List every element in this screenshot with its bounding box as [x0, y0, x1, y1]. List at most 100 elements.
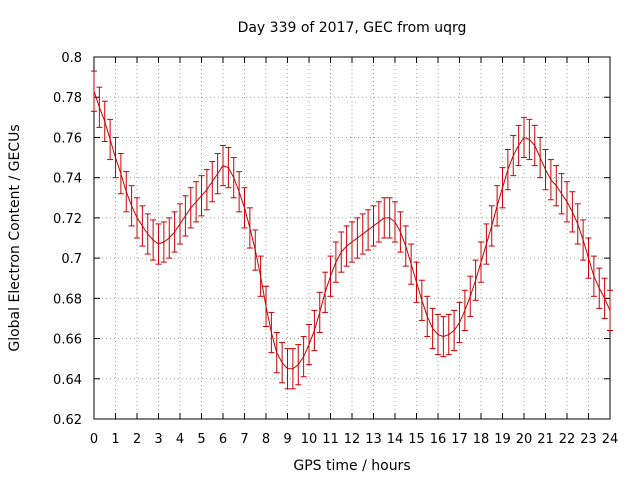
error-bar-point	[542, 149, 549, 191]
error-bar-point	[263, 285, 269, 327]
x-axis-label: GPS time / hours	[293, 458, 410, 474]
error-bar-point	[585, 237, 592, 279]
y-tick-label: 0.68	[53, 292, 82, 307]
x-tick-label: 17	[451, 432, 468, 447]
error-bar-point	[327, 255, 334, 297]
error-bar-point	[478, 241, 484, 283]
x-tick-label: 22	[559, 432, 576, 447]
error-bar-point	[193, 181, 200, 223]
error-bar-point	[311, 309, 318, 352]
error-bar-point	[289, 348, 296, 390]
error-bar-point	[268, 311, 275, 354]
error-bar-point	[187, 187, 194, 229]
error-bar-point	[537, 136, 544, 179]
x-tick-label: 10	[301, 432, 318, 447]
x-tick-label: 23	[580, 432, 597, 447]
error-bar-point	[214, 153, 221, 195]
error-bar-point	[440, 315, 447, 358]
error-bar-point	[607, 289, 613, 332]
error-bar-point	[488, 205, 495, 247]
x-tick-label: 11	[322, 432, 339, 447]
error-bar-point	[590, 255, 597, 297]
y-tick-label: 0.74	[53, 172, 82, 187]
error-bar-point	[284, 348, 291, 390]
x-tick-label: 2	[133, 432, 141, 447]
y-tick-label: 0.76	[53, 131, 82, 146]
x-tick-label: 18	[473, 432, 490, 447]
error-bar-point	[451, 309, 458, 352]
error-bar-point	[332, 241, 339, 283]
error-bar-point	[504, 149, 511, 191]
axis-ticks: 0 1 2 3 4 5 6 7 8 9 10 11 12 13 14 15 16 17 18 19 20 21 22 23 24…	[53, 51, 618, 447]
error-bar-point	[472, 259, 479, 301]
y-tick-label: 0.66	[53, 333, 82, 348]
gec-series	[91, 70, 613, 390]
error-bar-point	[461, 289, 468, 332]
error-bar-point	[596, 267, 603, 309]
error-bar-point	[359, 213, 366, 255]
y-tick-label: 0.62	[53, 413, 82, 428]
error-bar-point	[155, 223, 162, 265]
x-tick-label: 24	[602, 432, 619, 447]
x-tick-label: 13	[365, 432, 382, 447]
error-bar-point	[257, 255, 264, 297]
error-bar-point	[209, 161, 216, 203]
error-bar-point	[128, 185, 135, 227]
error-bar-point	[547, 159, 554, 201]
error-bar-point	[107, 118, 114, 161]
error-bar-point	[338, 231, 345, 273]
x-tick-label: 16	[430, 432, 447, 447]
x-tick-label: 14	[387, 432, 404, 447]
error-bar-point	[424, 295, 431, 338]
error-bar-point	[198, 175, 205, 217]
error-bar-point	[236, 171, 243, 213]
error-bar-point	[445, 313, 452, 356]
error-bar-point	[101, 100, 108, 142]
x-tick-label: 6	[219, 432, 227, 447]
error-bar-point	[225, 147, 232, 189]
error-bar-point	[171, 211, 178, 253]
error-bar-point	[349, 221, 355, 263]
error-bar-point	[531, 124, 538, 167]
y-tick-label: 0.78	[53, 91, 82, 106]
x-tick-label: 12	[344, 432, 361, 447]
error-bar-point	[295, 344, 302, 386]
error-bar-point	[435, 313, 441, 356]
x-tick-label: 21	[537, 432, 554, 447]
error-bar-point	[273, 332, 280, 374]
error-bar-point	[354, 217, 361, 259]
y-tick-label: 0.64	[53, 373, 82, 388]
error-bar-point	[580, 219, 587, 261]
error-bar-point	[418, 279, 425, 321]
error-bar-point	[526, 118, 533, 161]
error-bar-point	[150, 219, 157, 261]
y-axis-label: Global Electron Content / GECUs	[7, 124, 23, 351]
error-bar-point	[402, 225, 409, 267]
error-bar-point	[166, 217, 173, 259]
x-tick-label: 0	[90, 432, 98, 447]
error-bar-point	[553, 165, 560, 207]
y-tick-label: 0.7	[61, 252, 82, 267]
error-bar-point	[322, 271, 329, 313]
error-bar-point	[365, 209, 372, 251]
error-bar-point	[316, 291, 323, 334]
error-bar-point	[397, 211, 404, 253]
error-bar-point	[117, 153, 124, 195]
error-bar-point	[429, 307, 436, 350]
x-tick-label: 9	[283, 432, 291, 447]
error-bar-point	[408, 243, 415, 285]
error-bar-point	[123, 171, 130, 213]
error-bar-point	[515, 124, 522, 167]
x-tick-label: 5	[197, 432, 205, 447]
error-bar-point	[230, 157, 237, 199]
error-bar-point	[569, 191, 576, 233]
error-bar-point	[306, 323, 312, 366]
error-bar-point	[456, 301, 463, 344]
error-bar-point	[558, 173, 565, 215]
error-bar-point	[144, 213, 151, 255]
chart-title: Day 339 of 2017, GEC from uqrg	[238, 20, 467, 36]
error-bar-point	[521, 116, 527, 159]
error-bar-point	[392, 201, 398, 243]
x-tick-label: 15	[408, 432, 425, 447]
